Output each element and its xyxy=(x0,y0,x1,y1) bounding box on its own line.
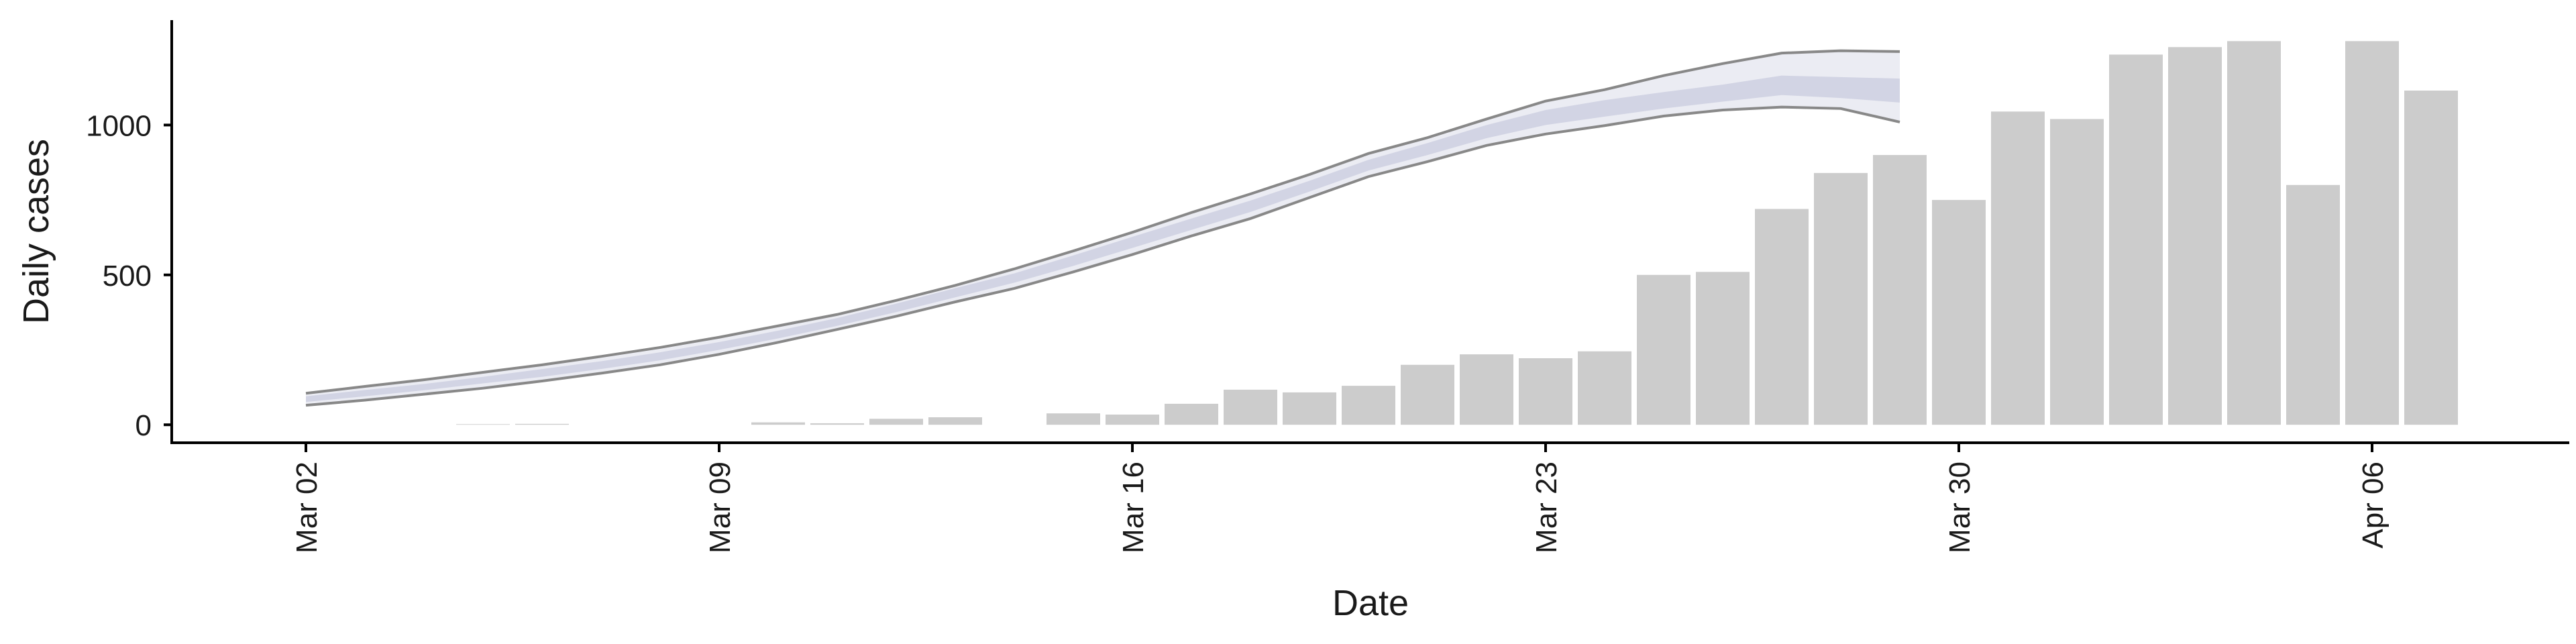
bar xyxy=(2404,91,2458,425)
bar xyxy=(515,423,569,425)
y-tick-label: 500 xyxy=(103,260,152,292)
nowcast-band-layer xyxy=(305,49,1900,407)
x-axis-title: Date xyxy=(1332,583,1409,623)
bar xyxy=(2109,54,2163,425)
x-tick-label: Mar 30 xyxy=(1943,462,1976,553)
bar xyxy=(1932,200,1986,425)
bar xyxy=(869,419,923,425)
bar xyxy=(1106,415,1159,425)
bar xyxy=(928,417,982,425)
bar xyxy=(1814,172,1868,425)
bar xyxy=(2345,41,2399,425)
bar xyxy=(1342,386,1395,425)
bar xyxy=(810,423,864,425)
y-tick-label: 1000 xyxy=(86,109,152,142)
bar xyxy=(1637,274,1690,425)
bar xyxy=(2227,41,2281,425)
bar xyxy=(2050,119,2104,425)
bar xyxy=(1046,413,1100,425)
bar-layer xyxy=(456,41,2458,425)
bar xyxy=(1224,389,1277,425)
x-tick-label: Mar 09 xyxy=(704,462,737,553)
axis-layer xyxy=(170,20,2569,444)
x-tick-label: Mar 23 xyxy=(1530,462,1563,553)
bar xyxy=(1519,358,1572,425)
bar xyxy=(456,424,510,425)
y-tick-label: 0 xyxy=(136,409,152,442)
x-tick-label: Apr 06 xyxy=(2357,462,2390,549)
x-tick-label: Mar 16 xyxy=(1117,462,1150,553)
bar xyxy=(1991,111,2045,425)
bar xyxy=(1165,403,1218,425)
nowcast-outer-band xyxy=(306,50,1900,406)
nowcast-upper-line xyxy=(305,49,1900,395)
y-axis-title: Daily cases xyxy=(16,139,56,324)
bar xyxy=(1755,209,1809,425)
bar xyxy=(1460,354,1513,425)
bar xyxy=(1283,392,1336,425)
bar xyxy=(1696,272,1750,425)
bar xyxy=(2168,47,2222,425)
bar xyxy=(2286,184,2340,425)
bar xyxy=(751,422,805,425)
bar xyxy=(1578,351,1631,425)
tick-layer: 0 500 1000 Mar 02 Mar 09 Mar 16 Mar 23 Mar 30 Ap… xyxy=(86,109,2390,553)
nowcast-lower-line xyxy=(305,105,1900,407)
bar xyxy=(1401,364,1454,425)
x-tick-label: Mar 02 xyxy=(290,462,323,553)
bar xyxy=(1873,155,1927,425)
